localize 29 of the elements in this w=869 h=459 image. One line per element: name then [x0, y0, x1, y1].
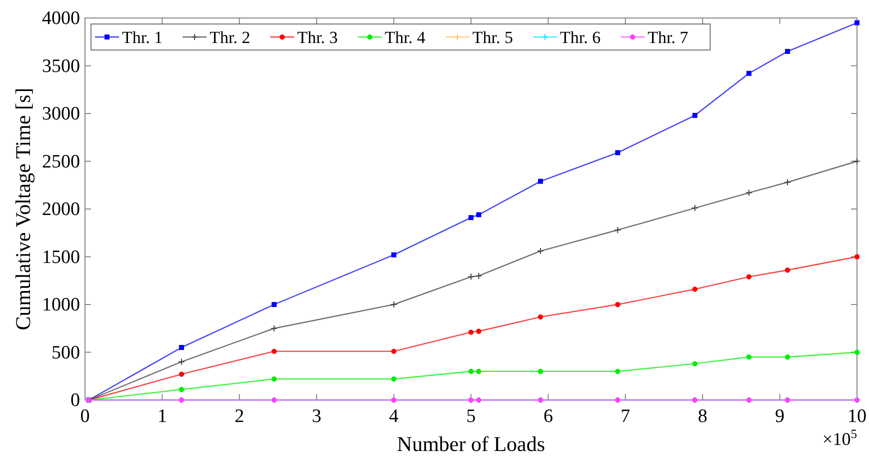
legend-label: Thr. 7 — [648, 28, 689, 47]
legend-label: Thr. 3 — [297, 28, 338, 47]
legend-label: Thr. 2 — [210, 28, 250, 47]
legend-label: Thr. 4 — [384, 28, 426, 47]
y-tick-label: 500 — [52, 342, 80, 364]
text: ×10$^{5}$ — [822, 427, 857, 449]
legend-label: Thr. 1 — [122, 28, 163, 47]
y-tick-label: 2000 — [42, 199, 80, 220]
x-tick-label: 6 — [543, 406, 553, 427]
legend-label: Thr. 5 — [472, 28, 514, 47]
x-tick-label: 8 — [698, 406, 708, 427]
x-axis-title: Number of Loads — [396, 432, 546, 456]
x-tick-label: 1 — [157, 406, 167, 427]
x-tick-label: 4 — [389, 406, 400, 427]
y-tick-label: 1000 — [42, 294, 80, 316]
x-tick-label: 7 — [620, 406, 630, 427]
y-tick-label: 2500 — [42, 151, 80, 172]
legend-label: Thr. 6 — [560, 28, 601, 47]
x-tick-label: 9 — [775, 406, 785, 427]
y-tick-label: 4000 — [42, 8, 80, 29]
y-axis-title: Cumulative Voltage Time [s] — [11, 88, 35, 330]
y-tick-label: 3000 — [42, 104, 80, 124]
y-tick-label: 0 — [70, 390, 80, 411]
x-tick-label: 10 — [848, 406, 866, 427]
x-tick-label: 3 — [312, 406, 322, 427]
x-tick-label: 5 — [466, 406, 476, 427]
y-tick-label: 1500 — [42, 246, 80, 268]
y-tick-label: 3500 — [42, 56, 80, 77]
x-tick-label: 2 — [234, 406, 244, 427]
